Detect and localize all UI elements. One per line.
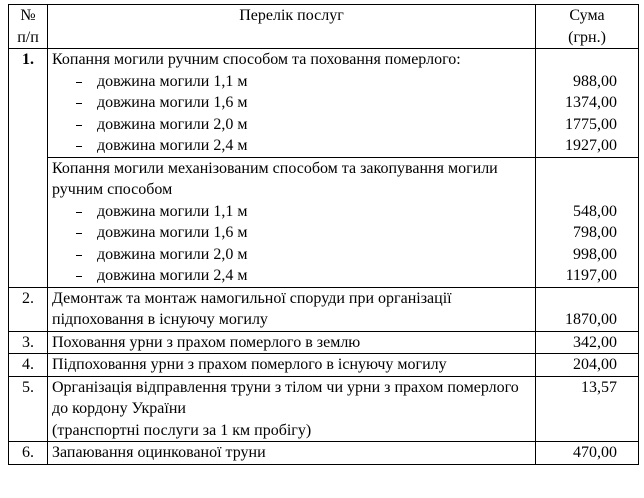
service-row: 2. Демонтаж та монтаж намогильної споруди… — [8, 286, 639, 331]
dash — [76, 103, 82, 104]
item-label: довжина могили 2,4 м — [97, 267, 248, 284]
service-row: 5. Організація відправлення труни з тілом… — [8, 375, 639, 442]
item-row: довжина могили 1,6 м 798,00 — [9, 222, 639, 244]
group-title-row: 1. Копання могили ручним способом та похо… — [8, 48, 639, 287]
item-cell: довжина могили 1,1 м — [47, 200, 536, 222]
item-label: довжина могили 1,1 м — [97, 202, 248, 220]
item-cell: довжина могили 2,0 м — [47, 113, 536, 135]
dash — [76, 254, 82, 256]
item-label: довжина могили 1,1 м — [97, 72, 248, 90]
item-sum: 1197,00 — [535, 265, 639, 287]
row-number: 4. — [8, 353, 48, 376]
dash — [76, 81, 82, 83]
header-line: № — [20, 7, 36, 24]
description: Запаювання оцинкованої труни — [47, 441, 536, 465]
sum-cell: 13,57 — [535, 375, 639, 442]
item-label: довжина могили 2,0 м — [97, 245, 248, 263]
description: Організація відправлення труни з тілом ч… — [47, 375, 536, 442]
header-service: Перелік послуг — [47, 4, 536, 49]
description-line: Поховання урни з прахом померлого в земл… — [52, 333, 361, 351]
item-cell: довжина могили 1,1 м — [47, 70, 536, 92]
description: Підпоховання урни з прахом померлого в і… — [47, 353, 536, 376]
item-cell: довжина могили 2,4 м — [47, 265, 536, 287]
row-number: 2. — [8, 286, 48, 331]
item-sum: 1927,00 — [535, 135, 639, 157]
header-line: п/п — [17, 28, 39, 46]
service-row: 4. Підпоховання урни з прахом померлого в… — [8, 353, 639, 376]
item-cell: довжина могили 2,0 м — [47, 243, 536, 265]
sum-cell: 204,00 — [535, 353, 639, 376]
sum-cell: 1870,00 — [535, 286, 639, 331]
description-line: Організація відправлення труни з тілом ч… — [52, 378, 519, 418]
item-cell: довжина могили 1,6 м — [47, 92, 536, 114]
item-row: довжина могили 2,0 м 998,00 — [9, 243, 639, 265]
description-line: Запаювання оцинкованої труни — [52, 444, 266, 461]
item-row: довжина могили 2,4 м 1927,00 — [9, 135, 639, 157]
item-label: довжина могили 2,4 м — [97, 137, 248, 154]
description-line: Демонтаж та монтаж намогильної споруди п… — [52, 289, 452, 329]
header-row: № п/п Перелік послуг Сума (грн.) — [8, 4, 639, 49]
item-row: довжина могили 2,0 м 1775,00 — [9, 113, 639, 135]
service-row: 6. Запаювання оцинкованої труни 470,00 — [8, 441, 639, 465]
header-number: № п/п — [8, 4, 48, 49]
item-sum: 798,00 — [535, 222, 639, 244]
row-number: 5. — [8, 375, 48, 442]
header-line: Сума — [569, 7, 605, 24]
item-label: довжина могили 2,0 м — [97, 115, 248, 133]
row-number: 1. — [8, 48, 48, 287]
description-line: (транспортні послуги за 1 км пробігу) — [52, 421, 312, 439]
item-sum: 988,00 — [535, 70, 639, 92]
header-sum: Сума (грн.) — [535, 4, 639, 49]
description: Поховання урни з прахом померлого в земл… — [47, 330, 536, 354]
item-sum: 548,00 — [535, 200, 639, 222]
dash — [76, 233, 82, 234]
item-cell: довжина могили 1,6 м — [47, 222, 536, 244]
group-title: Копання могили механізованим способом та… — [47, 156, 536, 201]
sum-cell: 470,00 — [535, 441, 639, 465]
dash — [76, 124, 82, 126]
description: Демонтаж та монтаж намогильної споруди п… — [47, 286, 536, 331]
service-row: 3. Поховання урни з прахом померлого в зе… — [8, 330, 639, 354]
row-number: 6. — [8, 441, 48, 465]
item-sum: 1775,00 — [535, 113, 639, 135]
sum-cell — [535, 48, 639, 71]
header-line: (грн.) — [568, 28, 606, 46]
dash — [76, 211, 82, 213]
sum-cell: 342,00 — [535, 330, 639, 354]
item-row: довжина могили 1,6 м 1374,00 — [9, 92, 639, 114]
item-row: довжина могили 1,1 м 548,00 — [9, 200, 639, 222]
group-title-row: Копання могили механізованим способом та… — [9, 156, 639, 201]
item-cell: довжина могили 2,4 м — [47, 135, 536, 157]
item-row: довжина могили 2,4 м 1197,00 — [9, 265, 639, 287]
item-row: довжина могили 1,1 м 988,00 — [9, 70, 639, 92]
row-number: 3. — [8, 330, 48, 354]
description-line: Підпоховання урни з прахом померлого в і… — [52, 356, 447, 373]
services-table: № п/п Перелік послуг Сума (грн.) 1. Копання… — [8, 4, 639, 465]
item-label: довжина могили 1,6 м — [97, 224, 248, 241]
item-label: довжина могили 1,6 м — [97, 94, 248, 111]
dash — [76, 146, 82, 147]
sum-cell — [535, 156, 639, 201]
item-sum: 998,00 — [535, 243, 639, 265]
group-title: Копання могили ручним способом та похова… — [47, 48, 536, 71]
table-body: № п/п Перелік послуг Сума (грн.) 1. Копання… — [8, 4, 639, 465]
item-sum: 1374,00 — [535, 92, 639, 114]
dash — [76, 276, 82, 277]
